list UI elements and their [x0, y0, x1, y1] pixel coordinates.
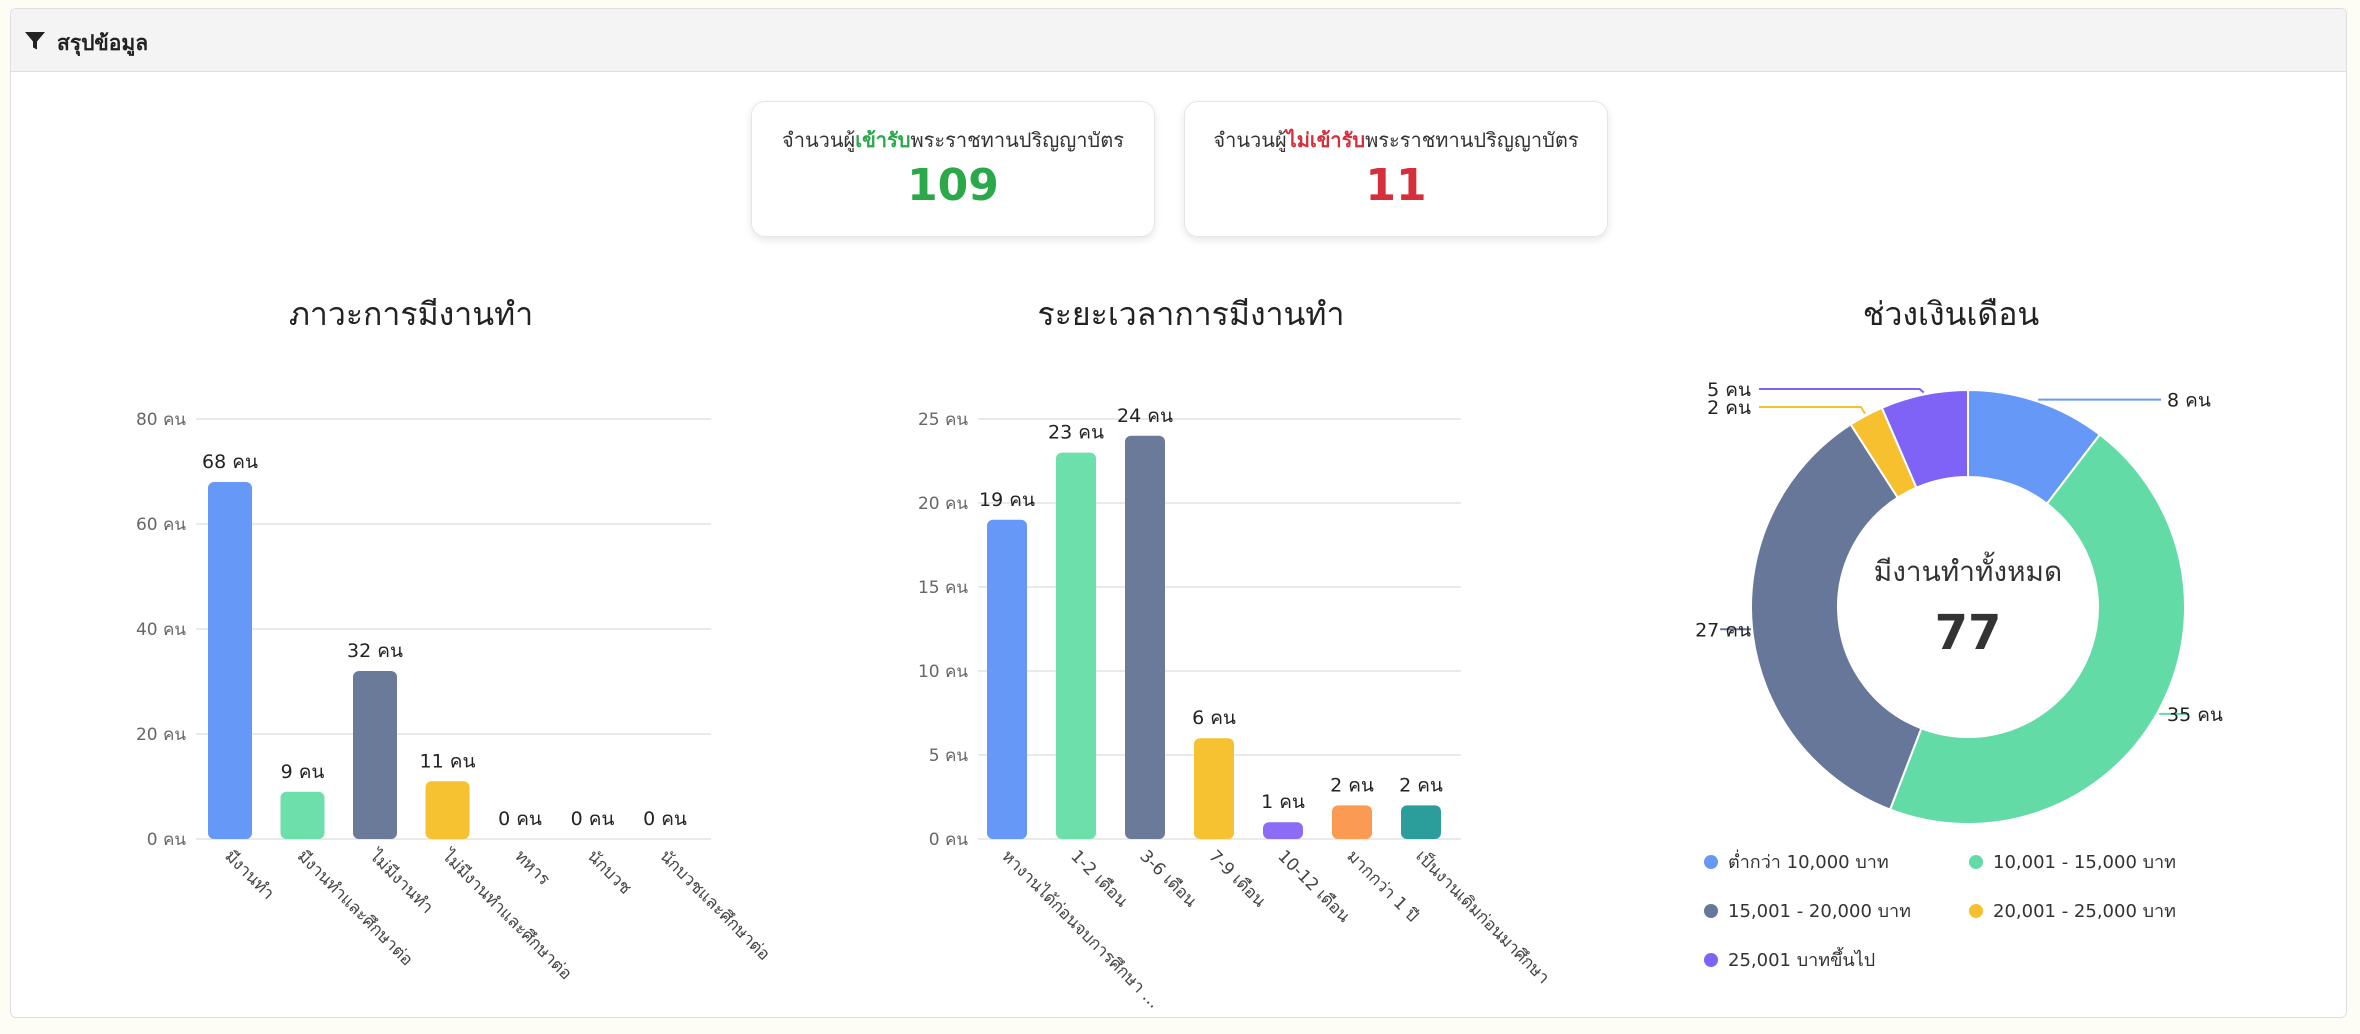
data-label: 35 คน [2167, 704, 2223, 726]
bar [1332, 805, 1372, 839]
data-label: 32 คน [347, 640, 403, 662]
data-label: 0 คน [498, 808, 542, 830]
bar [208, 482, 252, 839]
bar [1125, 435, 1165, 839]
legend-label: 15,001 - 20,000 บาท [1728, 901, 1912, 922]
legend-marker [1704, 953, 1718, 967]
salary-range-title: ช่วงเงินเดือน [1862, 295, 2040, 333]
employment-status-title: ภาวะการมีงานทำ [288, 295, 534, 333]
leader-line [1759, 406, 1866, 415]
legend-item[interactable]: ต่ำกว่า 10,000 บาท [1704, 847, 1889, 876]
x-tick-label: เป็นงานเดิมก่อนมาศึกษา [1411, 845, 1554, 988]
bar [1401, 805, 1441, 839]
data-label: 5 คน [1707, 379, 1751, 401]
filter-icon [24, 31, 46, 55]
legend-label: 25,001 บาทขึ้นไป [1728, 950, 1876, 971]
panel-title: สรุปข้อมูล [57, 31, 149, 55]
not-accepted-count-value: 11 [1365, 160, 1427, 211]
accepted-count-value: 109 [907, 160, 999, 211]
salary-range-chart: 8 คน 35 คน 27 คน 2 คน5 คนมีงานทำทั้งหมด 77 [1695, 379, 2223, 825]
accepted-count-card: จำนวนผู้เข้ารับพระราชทานปริญญาบัตร 109 [751, 101, 1155, 237]
x-tick-label: ไม่มีงานทำและศึกษาต่อ [437, 844, 577, 984]
x-tick-label: 7-9 เดือน [1204, 846, 1269, 911]
bar [1194, 738, 1234, 839]
employment-duration-title: ระยะเวลาการมีงานทำ [1037, 295, 1345, 333]
bar [1056, 452, 1096, 839]
data-label: 2 คน [1399, 774, 1443, 796]
legend-item[interactable]: 25,001 บาทขึ้นไป [1704, 945, 1875, 974]
data-label: 0 คน [571, 808, 615, 830]
data-label: 2 คน [1707, 397, 1751, 419]
bar [280, 791, 325, 839]
x-tick-label: 1-2 เดือน [1066, 846, 1131, 911]
donut-center-value: 77 [1935, 605, 2002, 661]
data-label: 0 คน [643, 808, 687, 830]
legend-item[interactable]: 10,001 - 15,000 บาท [1969, 847, 2176, 876]
y-tick-label: 25 คน [918, 410, 968, 430]
not-accepted-label: จำนวนผู้ไม่เข้ารับพระราชทานปริญญาบัตร [1213, 128, 1579, 152]
donut-slice [1888, 433, 2186, 825]
x-tick-label: ไม่มีงานทำ [364, 844, 438, 918]
y-tick-label: 20 คน [136, 725, 186, 745]
x-tick-label: 10-12 เดือน [1273, 846, 1354, 927]
y-tick-label: 60 คน [136, 515, 186, 535]
x-tick-label: นักบวช [583, 846, 635, 898]
data-label: 8 คน [2167, 390, 2211, 412]
data-label: 27 คน [1695, 619, 1751, 641]
bar [353, 671, 397, 839]
leader-line [1759, 388, 1925, 394]
data-label: 19 คน [979, 489, 1035, 511]
legend-item[interactable]: 20,001 - 25,000 บาท [1969, 896, 2176, 925]
data-label: 11 คน [420, 750, 476, 772]
donut-slice [1880, 388, 1969, 489]
summary-panel: สรุปข้อมูล จำนวนผู้เข้ารับพระราชทานปริญญ… [10, 8, 2347, 1018]
y-tick-label: 15 คน [918, 578, 968, 598]
y-tick-label: 80 คน [136, 410, 186, 430]
data-label: 1 คน [1261, 791, 1305, 813]
y-tick-label: 40 คน [136, 620, 186, 640]
x-tick-label: มีงานทำ [220, 846, 278, 904]
legend-marker [1704, 855, 1718, 869]
y-tick-label: 0 คน [147, 830, 187, 850]
data-label: 68 คน [202, 451, 258, 473]
x-tick-label: นักบวชและศึกษาต่อ [655, 846, 773, 964]
legend-label: ต่ำกว่า 10,000 บาท [1728, 852, 1889, 873]
y-tick-label: 20 คน [918, 494, 968, 514]
legend-label: 10,001 - 15,000 บาท [1993, 852, 2177, 873]
y-tick-label: 0 คน [929, 830, 969, 850]
data-label: 23 คน [1048, 422, 1104, 444]
legend-label: 20,001 - 25,000 บาท [1993, 901, 2177, 922]
data-label: 6 คน [1192, 707, 1236, 729]
data-label: 9 คน [281, 761, 325, 783]
accepted-label: จำนวนผู้เข้ารับพระราชทานปริญญาบัตร [782, 128, 1124, 152]
x-tick-label: มากกว่า 1 ปี [1342, 846, 1422, 926]
legend-marker [1969, 904, 1983, 918]
bar [987, 519, 1027, 839]
bar [425, 781, 470, 839]
donut-slice [1750, 423, 1923, 811]
data-label: 24 คน [1117, 405, 1173, 427]
x-tick-label: ทหาร [510, 846, 553, 889]
bar [1263, 822, 1303, 839]
x-tick-label: 3-6 เดือน [1135, 846, 1200, 911]
y-tick-label: 5 คน [929, 746, 969, 766]
not-accepted-count-card: จำนวนผู้ไม่เข้ารับพระราชทานปริญญาบัตร 11 [1184, 101, 1608, 237]
legend-marker [1969, 855, 1983, 869]
panel-header[interactable]: สรุปข้อมูล [11, 9, 2346, 72]
y-tick-label: 10 คน [918, 662, 968, 682]
legend-item[interactable]: 15,001 - 20,000 บาท [1704, 896, 1911, 925]
donut-center-label: มีงานทำทั้งหมด [1874, 551, 2062, 588]
employment-status-chart: 0 คน 20 คน 40 คน 60 คน 80 คน 68 คนมีงานทำ 9 คน… [136, 410, 774, 984]
data-label: 2 คน [1330, 774, 1374, 796]
legend-marker [1704, 904, 1718, 918]
